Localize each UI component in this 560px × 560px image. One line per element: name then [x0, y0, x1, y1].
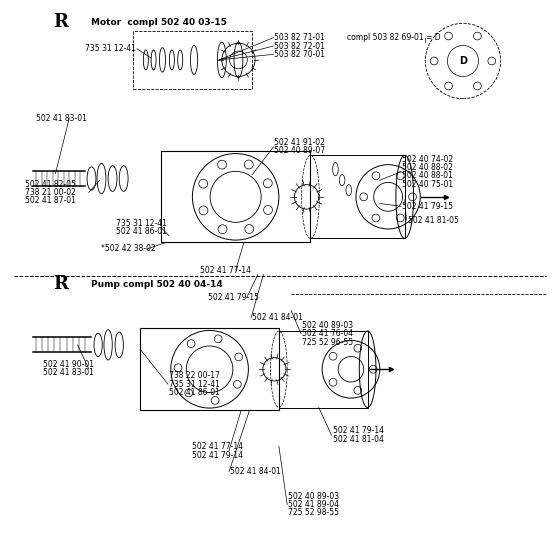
Text: D: D: [459, 56, 467, 66]
Text: 502 41 83-01: 502 41 83-01: [43, 368, 94, 377]
Text: 502 40 88-02: 502 40 88-02: [402, 163, 453, 172]
Bar: [141, 328, 279, 410]
Text: 502 41 84-01: 502 41 84-01: [230, 468, 281, 477]
Text: 502 41 79-15: 502 41 79-15: [208, 293, 259, 302]
Text: 502 41 86-01: 502 41 86-01: [169, 388, 220, 397]
Text: 502 41 81-05: 502 41 81-05: [408, 216, 459, 225]
Text: 502 41 77-14: 502 41 77-14: [199, 265, 251, 274]
Text: 502 41 76-04: 502 41 76-04: [302, 329, 353, 338]
Text: 503 82 70-01: 503 82 70-01: [274, 50, 325, 59]
Text: 502 40 74-02: 502 40 74-02: [402, 155, 453, 164]
Text: 502 41 83-01: 502 41 83-01: [36, 114, 87, 123]
Text: 735 31 12-41: 735 31 12-41: [85, 44, 136, 53]
Text: 502 40 89-03: 502 40 89-03: [288, 492, 339, 501]
Text: R: R: [54, 13, 68, 31]
Text: Motor  compl 502 40 03-15: Motor compl 502 40 03-15: [91, 18, 227, 27]
Text: 502 41 81-04: 502 41 81-04: [333, 435, 384, 444]
Text: 502 41 89-04: 502 41 89-04: [288, 500, 339, 509]
Text: 725 52 98-55: 725 52 98-55: [288, 508, 339, 517]
Text: 502 41 77-14: 502 41 77-14: [193, 442, 244, 451]
Text: 725 52 96-55: 725 52 96-55: [302, 338, 353, 347]
Text: Pump compl 502 40 04-14: Pump compl 502 40 04-14: [91, 280, 223, 289]
Text: 735 31 12-41: 735 31 12-41: [116, 219, 167, 228]
Text: 502 41 87-01: 502 41 87-01: [25, 196, 76, 205]
Text: 735 31 12-41: 735 31 12-41: [169, 380, 220, 389]
Bar: [133, 30, 252, 88]
Text: 502 40 89-07: 502 40 89-07: [274, 146, 325, 155]
Bar: [279, 331, 367, 408]
Text: 503 82 71-01: 503 82 71-01: [274, 33, 325, 42]
Text: 502 41 86-01: 502 41 86-01: [116, 227, 167, 236]
Text: 738 21 00-02: 738 21 00-02: [25, 188, 76, 197]
Bar: [161, 151, 310, 242]
Text: 502 41 79-15: 502 41 79-15: [402, 202, 453, 211]
Text: 502 40 89-03: 502 40 89-03: [302, 321, 353, 330]
Bar: [310, 155, 405, 239]
Text: compl 503 82 69-01 = D: compl 503 82 69-01 = D: [347, 33, 440, 42]
Text: 503 82 72-01: 503 82 72-01: [274, 41, 325, 50]
Text: 502 41 84-01: 502 41 84-01: [252, 313, 303, 322]
Text: 502 41 79-14: 502 41 79-14: [333, 426, 384, 435]
Text: 502 41 79-14: 502 41 79-14: [193, 451, 244, 460]
Text: 502 41 82-05: 502 41 82-05: [25, 180, 76, 189]
Text: *502 42 38-02: *502 42 38-02: [101, 245, 156, 254]
Text: 502 41 91-02: 502 41 91-02: [274, 138, 325, 147]
Text: 502 41 90-01: 502 41 90-01: [43, 360, 94, 369]
Text: 502 40 88-01: 502 40 88-01: [402, 171, 453, 180]
Text: 502 40 75-01: 502 40 75-01: [402, 180, 453, 189]
Text: 738 22 00-17: 738 22 00-17: [169, 371, 220, 380]
Text: R: R: [54, 276, 68, 293]
